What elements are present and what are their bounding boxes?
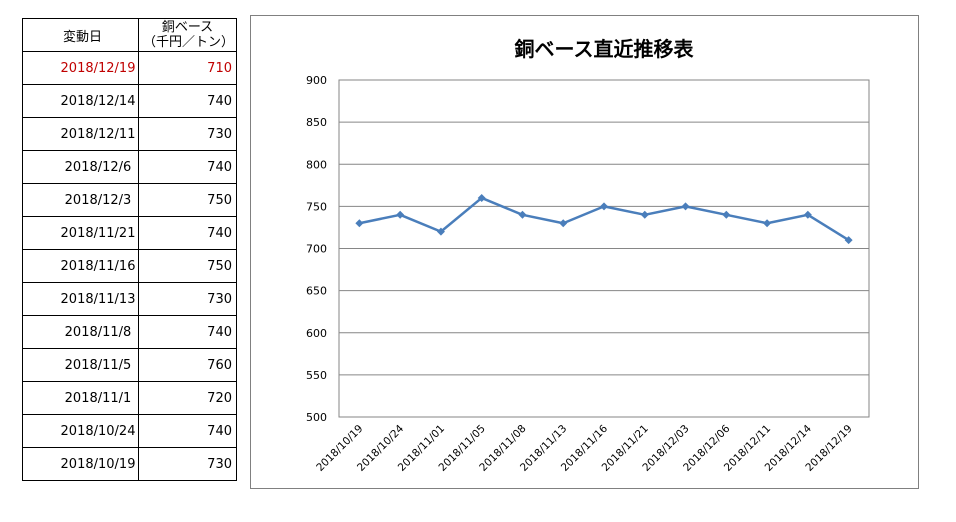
row-value: 750 — [138, 249, 237, 283]
table-row: 2018/11/1 720 — [22, 381, 237, 415]
row-date: 2018/11/13 — [60, 291, 136, 307]
row-date: 2018/11/1 — [64, 390, 132, 406]
table-row: 2018/12/3 750 — [22, 183, 237, 217]
row-date-cell: 2018/10/24 — [22, 414, 139, 448]
row-value: 730 — [138, 282, 237, 316]
row-value: 750 — [138, 183, 237, 217]
row-date-cell: 2018/12/3 — [22, 183, 139, 217]
row-date-cell: 2018/11/8 — [22, 315, 139, 349]
row-date-cell: 2018/11/21 — [22, 216, 139, 250]
y-tick-label: 800 — [306, 158, 327, 171]
row-value: 760 — [138, 348, 237, 382]
row-date: 2018/10/24 — [60, 423, 136, 439]
data-point — [640, 210, 649, 219]
header-date: 変動日 — [22, 18, 139, 52]
data-point — [477, 193, 486, 202]
table-row: 2018/11/16 750 — [22, 249, 237, 283]
data-point — [763, 219, 772, 228]
row-date: 2018/12/11 — [60, 126, 136, 142]
table-header-row: 変動日 銅ベース （千円／トン） — [22, 18, 237, 52]
row-date-cell: 2018/11/1 — [22, 381, 139, 415]
row-date-cell: 2018/11/13 — [22, 282, 139, 316]
data-point — [681, 202, 690, 211]
y-tick-label: 650 — [306, 285, 327, 298]
table-row: 2018/11/21 740 — [22, 216, 237, 250]
row-value: 730 — [138, 117, 237, 151]
row-date: 2018/10/19 — [60, 456, 136, 472]
y-tick-label: 750 — [306, 200, 327, 213]
y-tick-label: 550 — [306, 369, 327, 382]
table-row: 2018/10/24 740 — [22, 414, 237, 448]
row-value: 730 — [138, 447, 237, 481]
y-tick-label: 700 — [306, 243, 327, 256]
row-value: 740 — [138, 414, 237, 448]
y-tick-label: 900 — [306, 74, 327, 87]
row-date: 2018/12/3 — [64, 192, 132, 208]
table-row: 2018/11/8 740 — [22, 315, 237, 349]
table-row: 2018/11/5 760 — [22, 348, 237, 382]
chart-title: 銅ベース直近推移表 — [515, 37, 695, 61]
table-row: 2018/11/13 730 — [22, 282, 237, 316]
data-point — [803, 210, 812, 219]
row-date-cell: 2018/12/14 — [22, 84, 139, 118]
y-tick-label: 600 — [306, 327, 327, 340]
header-value: 銅ベース （千円／トン） — [138, 18, 237, 52]
row-date-cell: 2018/11/5 — [22, 348, 139, 382]
table-body: 2018/12/19 710 2018/12/14 740 2018/12/11 730 2… — [22, 51, 237, 481]
table-row: 2018/12/11 730 — [22, 117, 237, 151]
data-point — [396, 210, 405, 219]
y-tick-label: 500 — [306, 411, 327, 424]
data-point — [559, 219, 568, 228]
row-date-cell: 2018/12/19 — [22, 51, 139, 85]
table-row: 2018/12/19 710 — [22, 51, 237, 85]
table-row: 2018/10/19 730 — [22, 447, 237, 481]
price-table: 変動日 銅ベース （千円／トン） 2018/12/19 710 2018/12/14… — [22, 18, 237, 481]
row-value: 740 — [138, 216, 237, 250]
row-value: 740 — [138, 150, 237, 184]
table-row: 2018/12/14 740 — [22, 84, 237, 118]
y-tick-label: 850 — [306, 116, 327, 129]
data-point — [518, 210, 527, 219]
row-value: 710 — [138, 51, 237, 85]
row-date: 2018/11/5 — [64, 357, 132, 373]
header-value-line1: 銅ベース — [161, 20, 214, 35]
line-chart: 銅ベース直近推移表5005506006507007508008509002018… — [306, 37, 870, 474]
row-value: 720 — [138, 381, 237, 415]
row-date-cell: 2018/11/16 — [22, 249, 139, 283]
row-date: 2018/11/16 — [60, 258, 136, 274]
row-date: 2018/12/14 — [60, 93, 136, 109]
chart-frame: 銅ベース直近推移表 500 550 600 650 700 750 800 850 900 2018… — [250, 15, 919, 489]
data-point — [844, 236, 853, 245]
header-value-line2: （千円／トン） — [143, 35, 235, 50]
row-date-cell: 2018/12/6 — [22, 150, 139, 184]
row-date: 2018/12/19 — [60, 60, 136, 76]
data-point — [436, 227, 445, 236]
plot-area — [338, 79, 870, 418]
row-date: 2018/12/6 — [64, 159, 132, 175]
row-value: 740 — [138, 84, 237, 118]
row-date-cell: 2018/12/11 — [22, 117, 139, 151]
data-point — [355, 219, 364, 228]
row-date: 2018/11/8 — [64, 324, 132, 340]
row-value: 740 — [138, 315, 237, 349]
table-row: 2018/12/6 740 — [22, 150, 237, 184]
data-point — [600, 202, 608, 211]
row-date-cell: 2018/10/19 — [22, 447, 139, 481]
row-date: 2018/11/21 — [60, 225, 136, 241]
data-point — [722, 210, 731, 219]
